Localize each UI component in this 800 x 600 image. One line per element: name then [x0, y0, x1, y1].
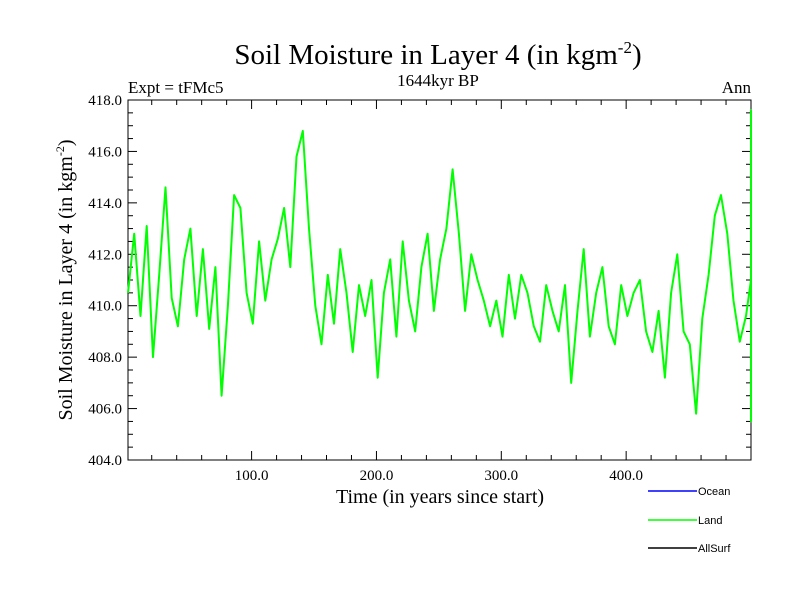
y-tick-label: 418.0: [88, 93, 122, 109]
plot-frame: [127, 99, 752, 461]
x-axis-label: Time (in years since start): [336, 486, 544, 508]
x-axis-ticks: 100.0 200.0 300.0 400.0: [151, 100, 727, 484]
y-tick-label: 412.0: [88, 247, 122, 263]
y-tick-label: 416.0: [88, 144, 122, 160]
y-tick-label: 414.0: [88, 196, 122, 212]
y-tick-label: 410.0: [88, 299, 122, 315]
x-tick-label: 100.0: [235, 468, 269, 484]
legend-label-allsurf: AllSurf: [698, 543, 731, 555]
legend: Ocean Land AllSurf: [648, 486, 731, 555]
experiment-label: Expt = tFMc5: [128, 78, 224, 97]
y-axis-ticks: 404.0 406.0 408.0 410.0 412.0 414.0 416.0 418.0: [88, 93, 751, 469]
legend-label-land: Land: [698, 515, 722, 527]
x-tick-label: 400.0: [609, 468, 643, 484]
y-tick-label: 404.0: [88, 453, 122, 469]
y-tick-label: 406.0: [88, 402, 122, 418]
season-label: Ann: [722, 78, 752, 97]
legend-label-ocean: Ocean: [698, 486, 730, 498]
y-tick-label: 408.0: [88, 350, 122, 366]
chart-title: Soil Moisture in Layer 4 (in kgm-2): [234, 38, 641, 71]
series-line-land: [127, 109, 752, 423]
x-tick-label: 200.0: [360, 468, 394, 484]
y-axis-label: Soil Moisture in Layer 4 (in kgm-2): [53, 139, 77, 420]
x-tick-label: 300.0: [484, 468, 518, 484]
chart-subtitle: 1644kyr BP: [397, 71, 479, 90]
